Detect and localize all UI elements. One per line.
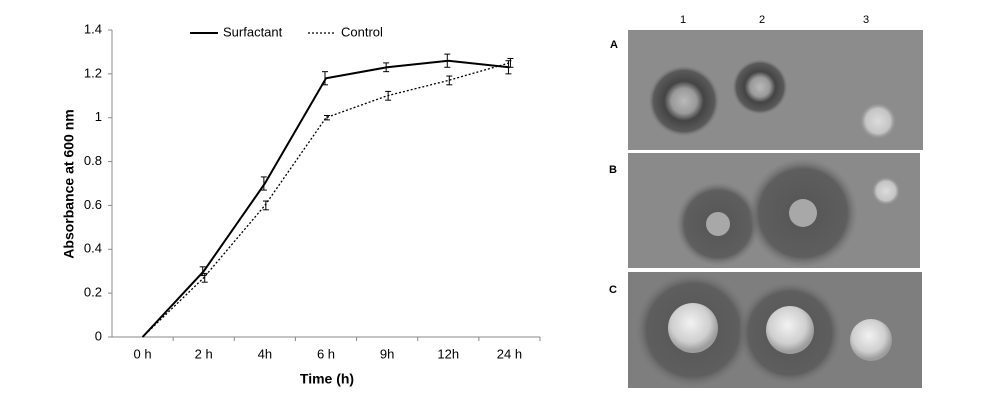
row-label: C: [609, 284, 617, 296]
error-bar: [383, 62, 390, 73]
series-line: [142, 62, 510, 338]
photo-panels: 1 2 3 A B C: [609, 14, 923, 388]
x-tick-label: 12h: [437, 346, 459, 361]
column-label: 2: [759, 14, 765, 26]
legend-label: Control: [341, 24, 383, 39]
y-tick-label: 0.8: [84, 153, 102, 168]
error-bar: [507, 58, 514, 68]
colony: [789, 199, 817, 227]
error-bar: [444, 53, 451, 68]
colony: [850, 319, 892, 361]
colony: [668, 303, 718, 353]
error-bar: [322, 71, 328, 86]
error-bar: [324, 115, 330, 121]
error-bar: [262, 200, 269, 211]
column-label: 1: [680, 14, 686, 26]
zone: [860, 103, 896, 139]
error-bar: [385, 90, 392, 101]
colony: [706, 212, 730, 236]
series-line: [141, 59, 510, 338]
row-label: B: [609, 164, 617, 176]
error-bar: [260, 176, 267, 191]
y-axis-title: Absorbance at 600 nm: [61, 109, 77, 258]
zone: [732, 59, 788, 115]
colony: [766, 306, 814, 354]
y-tick-label: 0: [95, 328, 102, 343]
error-bar: [446, 75, 453, 86]
y-tick-label: 1: [95, 109, 102, 124]
y-tick-label: 0.4: [84, 241, 102, 256]
x-axis-title: Time (h): [300, 371, 354, 387]
x-tick-label: 24 h: [497, 346, 522, 361]
column-label: 3: [863, 14, 869, 26]
x-tick-label: 4h: [258, 346, 272, 361]
error-bar: [201, 272, 208, 283]
x-tick-label: 6 h: [317, 346, 335, 361]
x-tick-label: 2 h: [195, 346, 213, 361]
y-tick-label: 0.6: [84, 197, 102, 212]
x-tick-label: 0 h: [134, 346, 152, 361]
y-tick-label: 1.4: [84, 21, 102, 36]
y-tick-label: 0.2: [84, 285, 102, 300]
y-tick-label: 1.2: [84, 65, 102, 80]
legend-label: Surfactant: [223, 24, 283, 39]
x-tick-label: 9h: [380, 346, 394, 361]
row-label: A: [610, 39, 618, 51]
zone: [648, 65, 720, 137]
colony: [872, 177, 900, 205]
